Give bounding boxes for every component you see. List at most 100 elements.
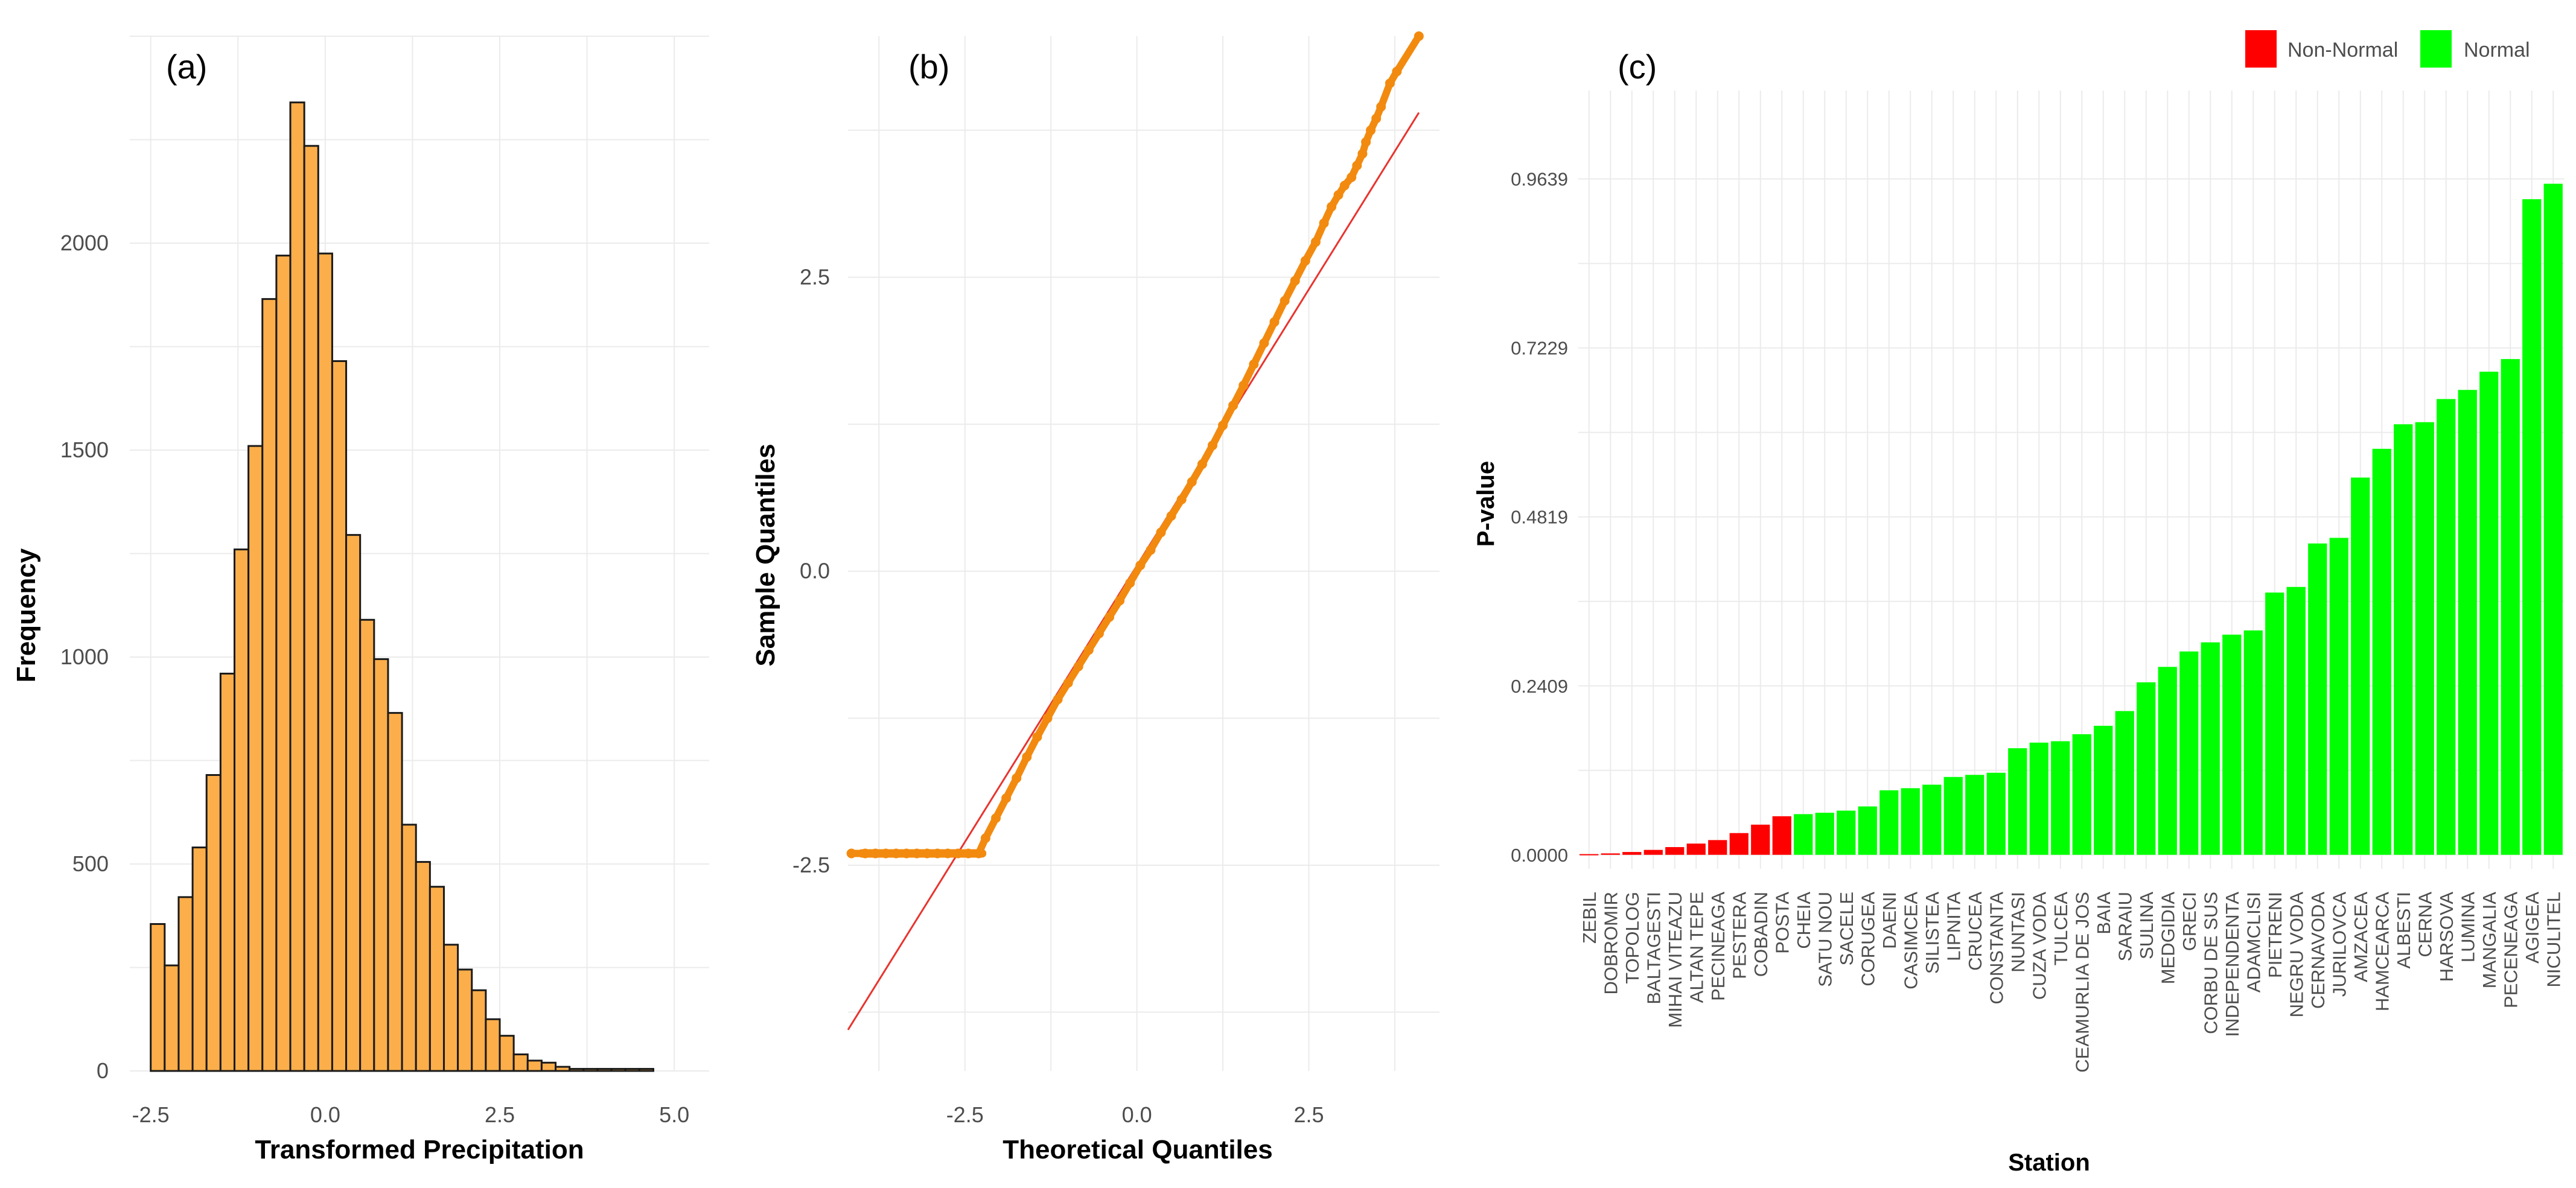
qq-point [933, 848, 943, 859]
qq-point [1280, 296, 1290, 306]
pvalue-bar [1837, 810, 1856, 855]
y-tick-label: 0.2409 [1511, 676, 1568, 697]
qq-point [1228, 400, 1239, 410]
x-tick-label: HARSOVA [2436, 892, 2457, 982]
qq-point [953, 848, 963, 859]
qq-point [1083, 645, 1094, 655]
histogram-bar [387, 712, 403, 1072]
pvalue-bar [1708, 840, 1727, 855]
qq-point [1357, 148, 1368, 159]
pvalue-bar [2265, 592, 2284, 855]
x-tick-label: DOBROMIR [1600, 892, 1621, 995]
x-tick-label: CHEIA [1793, 892, 1814, 949]
pvalue-bar [2115, 711, 2134, 855]
pvalue-bar [1729, 833, 1749, 855]
pvalue-bar [2201, 642, 2220, 855]
pvalue-bar [2329, 538, 2348, 855]
x-tick-label: LUMINA [2457, 892, 2478, 962]
panel-b-gridlines [848, 36, 1439, 1071]
histogram-bar [331, 360, 348, 1072]
histogram-bar [373, 658, 389, 1072]
x-tick-label: SARAIU [2114, 892, 2135, 961]
qq-point [1259, 338, 1269, 348]
panel-a-y-axis-label: Frequency [11, 548, 41, 682]
pvalue-bar [2415, 422, 2434, 855]
pvalue-bar [2394, 424, 2413, 855]
qq-point [1327, 202, 1337, 212]
histogram-bar [150, 923, 166, 1072]
qq-point [901, 848, 911, 859]
qq-point [1135, 560, 1146, 570]
qq-point [1156, 527, 1166, 538]
y-tick-label: 0.0000 [1511, 845, 1568, 866]
qq-point [1073, 661, 1083, 672]
pvalue-bar [2029, 742, 2048, 855]
histogram-bar [275, 255, 292, 1072]
y-tick-label: 1500 [60, 437, 109, 462]
qq-point [846, 848, 856, 859]
pvalue-bar [1751, 824, 1770, 855]
qq-point [1376, 101, 1386, 112]
histogram-bar [345, 534, 362, 1072]
qq-point [1290, 276, 1300, 286]
pvalue-bar [2351, 477, 2370, 855]
pvalue-bar [2458, 390, 2477, 855]
qq-point [963, 848, 974, 859]
pvalue-bar [1879, 790, 1899, 855]
qq-point [1352, 160, 1362, 171]
x-tick-label: ALBESTI [2393, 892, 2414, 969]
legend-swatch-non-normal [2245, 30, 2277, 68]
x-tick-label: 0.0 [310, 1102, 340, 1127]
pvalue-bar [1986, 772, 2006, 855]
histogram-bar [401, 824, 417, 1072]
qq-point [1366, 125, 1376, 135]
x-tick-label: MEDGIDIA [2157, 892, 2178, 985]
qq-point [1166, 511, 1176, 521]
qq-point [1339, 180, 1350, 191]
x-tick-label: SATU NOU [1814, 892, 1835, 987]
qq-point [1319, 218, 1329, 228]
x-tick-label: PESTERA [1729, 892, 1750, 979]
x-tick-label: TULCEA [2050, 892, 2071, 966]
qq-point [1187, 477, 1197, 487]
pvalue-bar [2137, 682, 2156, 855]
x-tick-label: ALTAN TEPE [1686, 892, 1707, 1003]
x-tick-label: NUNTASI [2007, 892, 2029, 973]
qq-point [1371, 113, 1382, 124]
pvalue-bar [1580, 854, 1599, 856]
pvalue-bar [2501, 359, 2520, 855]
x-tick-label: NICULITEL [2543, 892, 2564, 987]
legend-label-normal: Normal [2464, 39, 2530, 62]
qq-point [1176, 494, 1187, 504]
histogram-bar [471, 989, 487, 1072]
pvalue-bar [1943, 777, 1963, 855]
x-tick-label: CRUCEA [1965, 892, 1986, 971]
qq-point [1207, 440, 1217, 451]
x-tick-label: AMZACEA [2350, 892, 2371, 982]
panel-c-y-ticks: 0.0000 0.2409 0.4819 0.7229 0.9639 [1511, 169, 1568, 866]
qq-point [974, 848, 984, 859]
qq-point [1249, 359, 1259, 369]
qq-point [1310, 237, 1321, 247]
panel-b-label: (b) [908, 48, 949, 86]
pvalue-bar [1965, 775, 1985, 855]
qq-point [1105, 612, 1115, 622]
x-tick-label: CORBU DE SUS [2200, 892, 2221, 1034]
x-tick-label: CERNA [2414, 892, 2435, 958]
pvalue-bar [2008, 748, 2027, 855]
panel-a-label: (a) [166, 48, 207, 86]
x-tick-label: LIPNITA [1943, 892, 1964, 961]
qq-point [1333, 190, 1344, 200]
pvalue-bar [1901, 788, 1920, 855]
x-tick-label: SULINA [2136, 892, 2157, 959]
x-tick-label: INDEPENDENTA [2222, 892, 2243, 1037]
qq-point [1094, 629, 1104, 639]
panel-c-pvalue-bars: ZEBIL DOBROMIR TOPOLOG BALTAGESTI MIHAI VITE… [1473, 30, 2564, 1176]
x-tick-label: CERNAVODA [2307, 892, 2329, 1009]
pvalue-bar [1665, 847, 1685, 855]
pvalue-bar [2372, 448, 2391, 855]
x-tick-label: 2.5 [485, 1102, 515, 1127]
x-tick-label: AGIGEA [2522, 892, 2543, 964]
x-tick-label: CASIMCEA [1900, 892, 1921, 989]
pvalue-bar [2437, 399, 2456, 855]
